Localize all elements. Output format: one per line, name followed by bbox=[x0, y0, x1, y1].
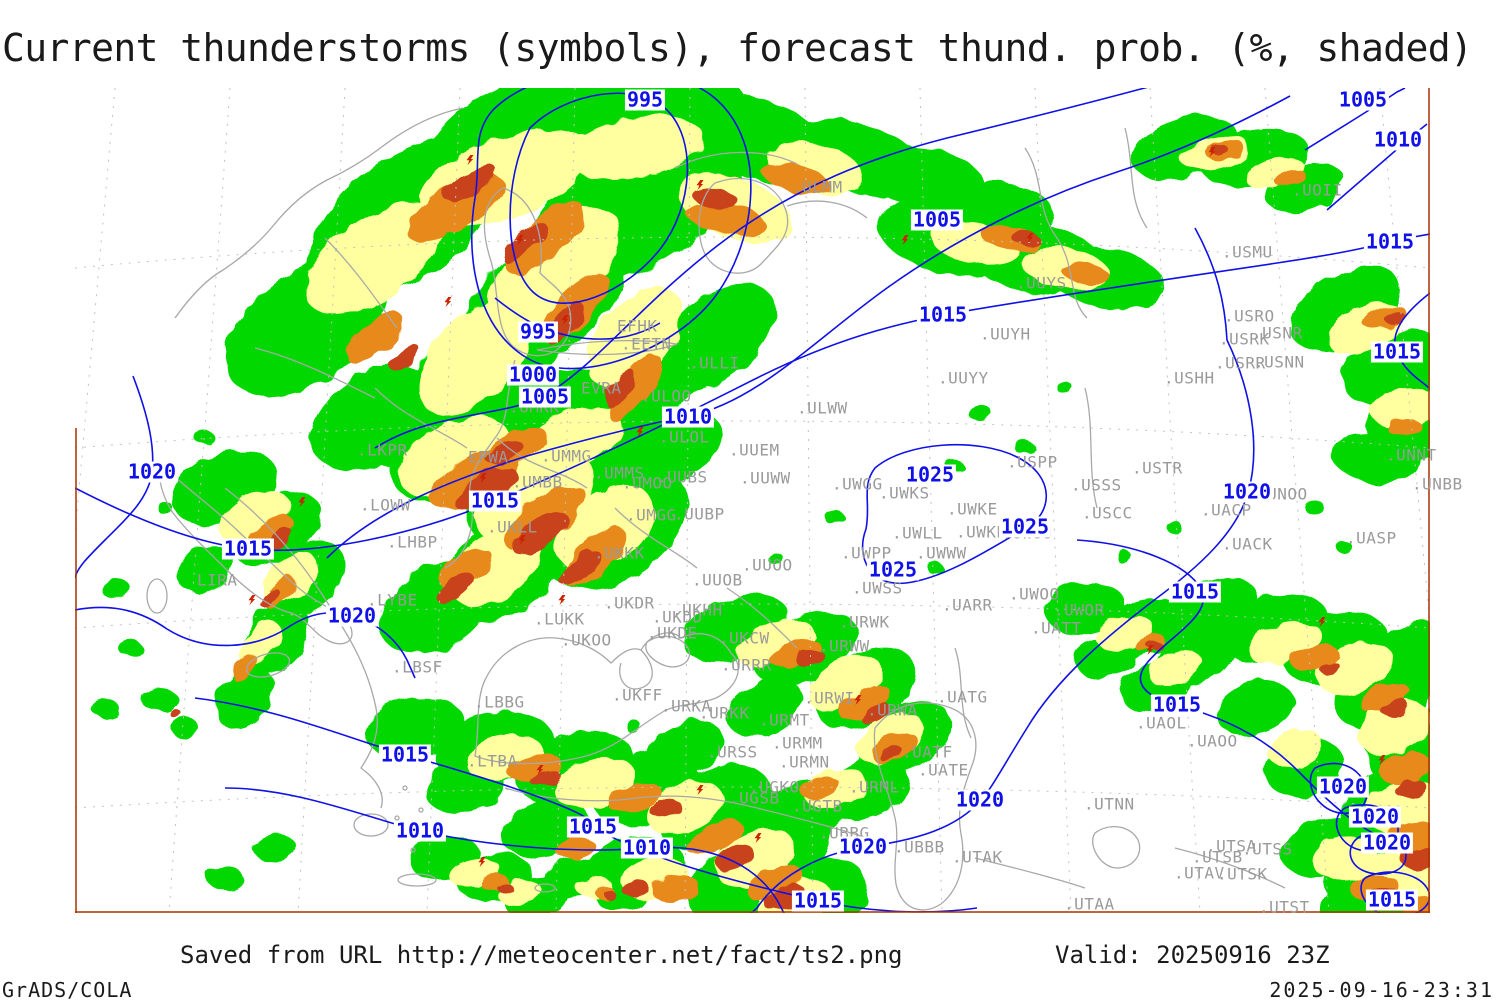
source-url-text: Saved from URL http://meteocenter.net/fa… bbox=[180, 941, 903, 969]
valid-time-text: Valid: 20250916 23Z bbox=[1055, 941, 1330, 969]
map-canvas bbox=[75, 88, 1430, 913]
grads-credit-text: GrADS/COLA bbox=[2, 978, 133, 1000]
map-area bbox=[75, 88, 1430, 913]
map-frame-border bbox=[75, 88, 1430, 913]
coastlines bbox=[146, 107, 1286, 911]
page-title: Current thunderstorms (symbols), forecas… bbox=[2, 26, 1473, 70]
timestamp-text: 2025-09-16-23:31 bbox=[1269, 978, 1494, 1000]
lat-lon-graticule bbox=[75, 88, 1430, 913]
